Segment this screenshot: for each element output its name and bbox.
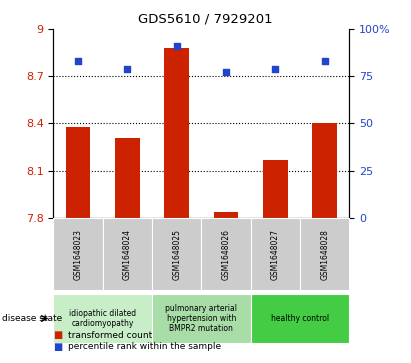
Bar <box>164 48 189 218</box>
Point <box>124 66 131 72</box>
Point <box>173 43 180 49</box>
Text: ■: ■ <box>53 330 63 340</box>
Text: GSM1648025: GSM1648025 <box>172 229 181 280</box>
Text: pulmonary arterial
hypertension with
BMPR2 mutation: pulmonary arterial hypertension with BMP… <box>165 303 238 334</box>
Bar <box>214 212 238 218</box>
Text: ■: ■ <box>53 342 63 352</box>
Point <box>75 58 81 64</box>
Text: GSM1648028: GSM1648028 <box>320 229 329 280</box>
Bar <box>115 138 140 218</box>
Text: GSM1648026: GSM1648026 <box>222 229 231 280</box>
Text: disease state: disease state <box>2 314 62 323</box>
Bar <box>66 127 90 218</box>
Bar <box>312 123 337 218</box>
Text: GSM1648024: GSM1648024 <box>123 229 132 280</box>
Bar <box>263 160 288 218</box>
Text: transformed count: transformed count <box>68 331 152 339</box>
Text: idiopathic dilated
cardiomyopathy: idiopathic dilated cardiomyopathy <box>69 309 136 328</box>
Point <box>223 70 229 76</box>
Text: healthy control: healthy control <box>271 314 329 323</box>
Text: GSM1648023: GSM1648023 <box>74 229 83 280</box>
Text: GSM1648027: GSM1648027 <box>271 229 280 280</box>
Text: GDS5610 / 7929201: GDS5610 / 7929201 <box>138 13 273 26</box>
Point <box>321 58 328 64</box>
Point <box>272 66 279 72</box>
Text: percentile rank within the sample: percentile rank within the sample <box>68 342 221 351</box>
